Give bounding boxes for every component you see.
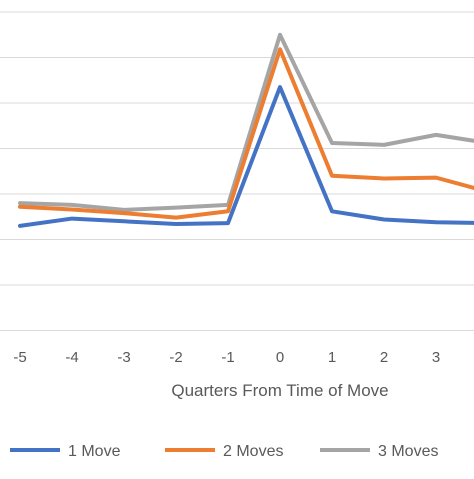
x-tick-label: -5 (13, 349, 26, 366)
series-line-2 (18, 47, 474, 220)
x-tick-label: -2 (169, 349, 182, 366)
legend: 1 Move 2 Moves 3 Moves (10, 443, 438, 460)
x-tick-label: 3 (432, 349, 440, 366)
legend-label-2: 2 Moves (223, 443, 283, 460)
series-line-1 (18, 85, 474, 228)
x-tick-label: 2 (380, 349, 388, 366)
series-line-3 (18, 32, 474, 212)
x-tick-labels: -5-4-3-2-101234 (13, 349, 440, 366)
legend-label-1: 1 Move (68, 443, 121, 460)
x-tick-label: -4 (65, 349, 78, 366)
x-axis-title: Quarters From Time of Move (171, 381, 388, 400)
series-lines (18, 32, 474, 228)
x-tick-label: -3 (117, 349, 130, 366)
x-tick-label: 1 (328, 349, 336, 366)
x-tick-label: 0 (276, 349, 284, 366)
x-tick-label: -1 (221, 349, 234, 366)
legend-label-3: 3 Moves (378, 443, 438, 460)
